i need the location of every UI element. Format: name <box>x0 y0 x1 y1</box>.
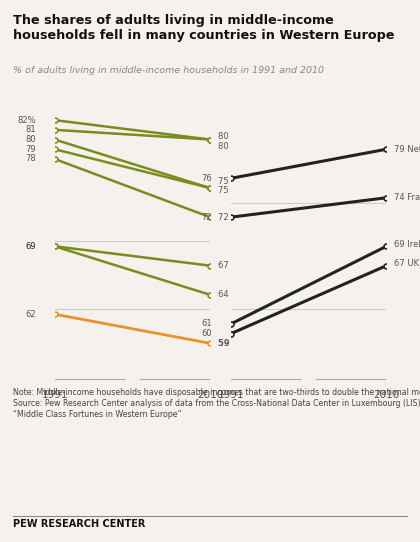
Text: 67 Italy: 67 Italy <box>218 261 249 270</box>
Text: 80 Denmark: 80 Denmark <box>218 142 270 151</box>
Text: 60: 60 <box>202 329 213 338</box>
Text: 67 UK: 67 UK <box>394 259 419 268</box>
Text: 75 Luxembourg: 75 Luxembourg <box>218 177 284 186</box>
Text: 72 Germany: 72 Germany <box>218 212 270 222</box>
Text: 80: 80 <box>25 135 36 144</box>
Text: 79 Netherlands: 79 Netherlands <box>394 145 420 154</box>
Text: 79: 79 <box>25 145 36 154</box>
Text: 62: 62 <box>25 309 36 319</box>
Text: 75 Finland: 75 Finland <box>218 186 261 196</box>
Text: % of adults living in middle-income households in 1991 and 2010: % of adults living in middle-income hous… <box>13 66 323 75</box>
Text: 1991: 1991 <box>218 390 244 400</box>
Text: 69: 69 <box>25 242 36 251</box>
Text: 82%: 82% <box>17 115 36 125</box>
Text: 76: 76 <box>202 174 213 183</box>
Text: 2010: 2010 <box>197 390 223 400</box>
Text: Note: Middle-income households have disposable incomes that are two-thirds to do: Note: Middle-income households have disp… <box>13 388 420 420</box>
Text: 72: 72 <box>202 212 213 222</box>
Text: 2010: 2010 <box>373 390 399 400</box>
Text: 74 France: 74 France <box>394 193 420 202</box>
Text: 59 U.S.: 59 U.S. <box>218 339 252 348</box>
Text: 81: 81 <box>25 125 36 134</box>
Text: 64 Spain: 64 Spain <box>218 291 255 299</box>
Text: 1991: 1991 <box>41 390 68 400</box>
Text: 78: 78 <box>25 154 36 164</box>
Text: 69: 69 <box>25 242 36 251</box>
Text: 61: 61 <box>202 319 213 328</box>
Text: The shares of adults living in middle-income
households fell in many countries i: The shares of adults living in middle-in… <box>13 14 394 42</box>
Text: 80 Norway: 80 Norway <box>218 132 263 141</box>
Text: 69 Ireland: 69 Ireland <box>394 240 420 249</box>
Text: PEW RESEARCH CENTER: PEW RESEARCH CENTER <box>13 519 145 528</box>
